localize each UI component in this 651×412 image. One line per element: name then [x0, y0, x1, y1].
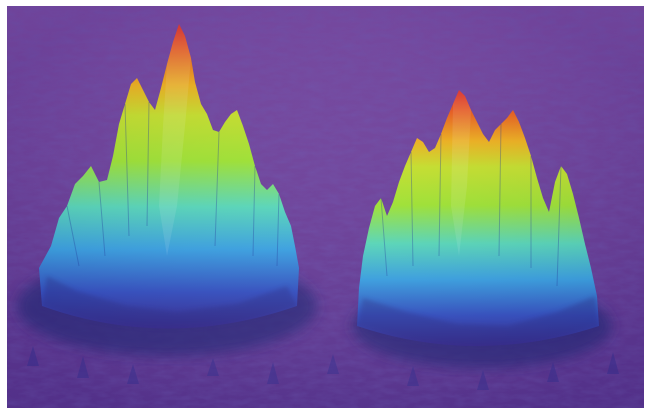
- depth-vignette: [7, 6, 644, 408]
- surface-plot-image: [7, 6, 644, 408]
